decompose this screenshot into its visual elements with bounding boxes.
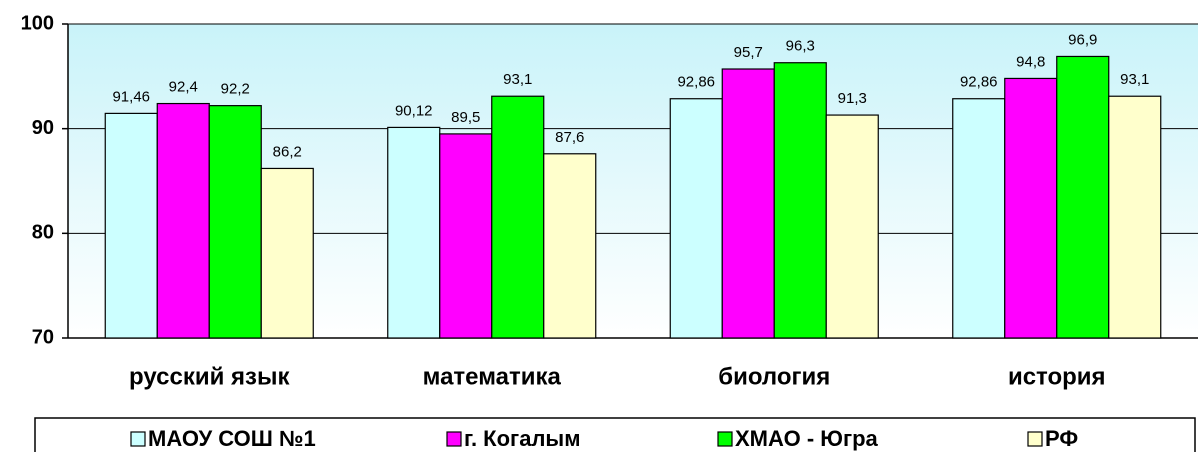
data-label: 96,9	[1068, 31, 1097, 48]
legend-swatch	[446, 431, 462, 447]
legend-swatch	[1027, 431, 1043, 447]
x-tick-label: русский язык	[129, 363, 290, 390]
y-tick-label: 80	[32, 222, 54, 244]
legend-label: МАОУ СОШ №1	[148, 426, 316, 451]
data-label: 87,6	[555, 129, 584, 146]
x-tick-label: математика	[423, 363, 562, 390]
legend-label: г. Когалым	[464, 426, 581, 451]
bar	[104, 112, 158, 339]
legend-label: РФ	[1045, 426, 1078, 451]
x-tick-label: биология	[718, 363, 830, 390]
data-label: 89,5	[451, 109, 480, 126]
bar	[543, 153, 597, 339]
bar	[156, 102, 210, 339]
data-label: 92,4	[169, 79, 198, 96]
legend-label: ХМАО - Югра	[735, 426, 879, 451]
y-tick-label: 90	[32, 117, 54, 139]
bar	[1108, 95, 1162, 339]
data-label: 94,8	[1016, 53, 1045, 70]
data-label: 93,1	[503, 71, 532, 88]
data-label: 92,2	[221, 81, 250, 98]
data-label: 92,86	[960, 74, 998, 91]
data-label: 93,1	[1120, 71, 1149, 88]
bar	[952, 98, 1006, 339]
data-label: 96,3	[786, 38, 815, 55]
bar	[439, 133, 493, 339]
bar	[825, 114, 879, 339]
bar	[1004, 77, 1058, 339]
bar	[1056, 55, 1110, 339]
data-label: 90,12	[395, 102, 433, 119]
y-tick-label: 100	[21, 12, 54, 34]
bar	[387, 126, 441, 339]
legend-box	[34, 417, 1196, 452]
data-label: 86,2	[273, 143, 302, 160]
bar	[773, 62, 827, 339]
data-label: 91,46	[112, 88, 150, 105]
data-label: 95,7	[734, 44, 763, 61]
legend-swatch	[130, 431, 146, 447]
legend-swatch	[717, 431, 733, 447]
bar	[669, 98, 723, 339]
bar	[208, 105, 262, 339]
y-tick-label: 70	[32, 326, 54, 348]
bar	[491, 95, 545, 339]
x-tick-label: история	[1008, 363, 1106, 390]
data-label: 92,86	[677, 74, 715, 91]
bar	[721, 68, 775, 339]
data-label: 91,3	[838, 90, 867, 107]
bar	[260, 167, 314, 339]
